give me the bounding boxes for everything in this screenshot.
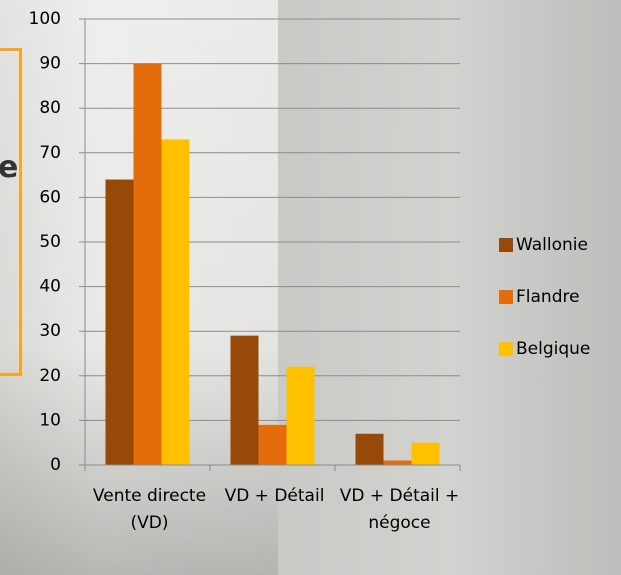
y-tick-label: 60 — [39, 187, 61, 207]
legend-swatch — [499, 238, 513, 252]
y-tick-label: 30 — [39, 321, 61, 341]
legend-swatch — [499, 342, 513, 356]
legend-swatch — [499, 290, 513, 304]
x-tick-label: Vente directe (VD) — [90, 483, 210, 537]
y-tick-label: 50 — [39, 232, 61, 252]
y-tick-label: 100 — [29, 9, 61, 29]
legend-label: Wallonie — [516, 235, 588, 255]
legend-label: Belgique — [516, 339, 590, 359]
bar — [356, 434, 384, 465]
bar — [412, 443, 440, 465]
x-tick-label: VD + Détail — [215, 483, 335, 510]
y-tick-label: 80 — [39, 98, 61, 118]
y-tick-label: 70 — [39, 143, 61, 163]
page: e 0102030405060708090100WallonieFlandreB… — [0, 0, 621, 575]
bar — [162, 139, 190, 465]
bar — [384, 461, 412, 465]
legend-label: Flandre — [516, 287, 580, 307]
y-tick-label: 90 — [39, 54, 61, 74]
bar — [287, 367, 315, 465]
bar — [106, 180, 134, 465]
y-tick-label: 40 — [39, 277, 61, 297]
y-tick-label: 0 — [50, 455, 61, 475]
bar — [134, 64, 162, 465]
x-tick-label: VD + Détail + négoce — [340, 483, 460, 537]
y-tick-label: 20 — [39, 366, 61, 386]
bar — [231, 336, 259, 465]
y-tick-label: 10 — [39, 410, 61, 430]
bar — [259, 425, 287, 465]
